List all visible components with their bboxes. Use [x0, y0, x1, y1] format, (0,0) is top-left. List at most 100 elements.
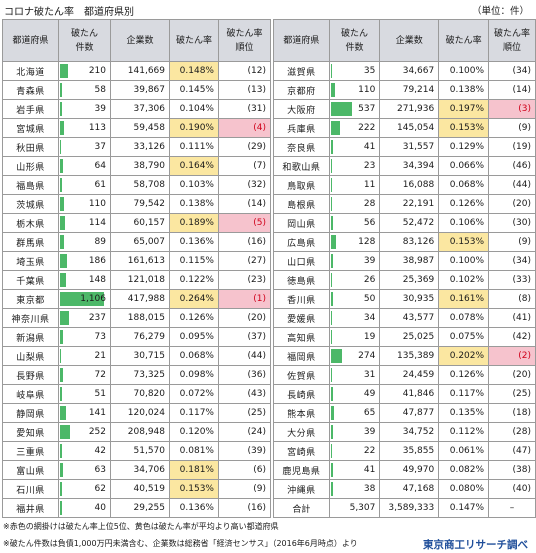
rank-cell: (34): [488, 251, 536, 271]
table-row: 佐賀県 31 24,459 0.126% (20): [273, 365, 536, 385]
count-bar: [330, 406, 334, 420]
rate-cell: 0.061%: [438, 441, 490, 461]
companies-cell: 34,706: [110, 460, 170, 480]
companies-cell: 79,214: [379, 80, 440, 100]
pref-cell: 徳島県: [273, 270, 330, 290]
header-pref: 都道府県: [2, 19, 59, 62]
count-bar: [330, 197, 332, 211]
table-row: 岐阜県 51 70,820 0.072% (43): [2, 384, 271, 404]
companies-cell: 38,790: [110, 156, 170, 176]
count-bar: [60, 482, 62, 496]
table-row: 宮城県 113 59,458 0.190% (4): [2, 118, 271, 138]
count-cell: 21: [58, 346, 111, 366]
table-row: 熊本県 65 47,877 0.135% (18): [273, 403, 536, 423]
note-source-data: ※破たん件数は負債1,000万円未満含む、企業数は総務省「経済センサス」（201…: [3, 539, 358, 548]
table-row: 北海道 210 141,669 0.148% (12): [2, 61, 271, 81]
right-table: 都道府県 破たん 件数 企業数 破たん率 破たん率 順位 滋賀県 35 34,667 0.…: [273, 19, 536, 518]
header-rank: 破たん率 順位: [488, 19, 536, 62]
count-cell: 113: [58, 118, 111, 138]
count-bar: [330, 273, 332, 287]
table-row: 福井県 40 29,255 0.136% (16): [2, 498, 271, 518]
table-row: 福島県 61 58,708 0.103% (32): [2, 175, 271, 195]
count-bar: [330, 425, 333, 439]
count-cell: 22: [328, 441, 381, 461]
total-companies: 3,589,333: [379, 498, 440, 518]
rank-cell: (8): [488, 289, 536, 309]
rank-cell: (38): [488, 460, 536, 480]
rate-cell: 0.100%: [438, 61, 490, 81]
pref-cell: 長崎県: [273, 384, 330, 404]
companies-cell: 25,025: [379, 327, 440, 347]
count-cell: 51: [58, 384, 111, 404]
rank-cell: (9): [488, 118, 536, 138]
rate-cell: 0.075%: [438, 327, 490, 347]
count-bar: [330, 292, 333, 306]
pref-cell: 高知県: [273, 327, 330, 347]
table-row: 広島県 128 83,126 0.153% (9): [273, 232, 536, 252]
count-bar: [330, 368, 332, 382]
rank-cell: (3): [488, 99, 536, 119]
rank-cell: (16): [218, 498, 271, 518]
pref-cell: 群馬県: [2, 232, 59, 252]
count-cell: 73: [58, 327, 111, 347]
count-bar: [60, 64, 68, 78]
rate-cell: 0.148%: [169, 61, 219, 81]
table-row: 愛媛県 34 43,577 0.078% (41): [273, 308, 536, 328]
rank-cell: (13): [218, 80, 271, 100]
companies-cell: 76,279: [110, 327, 170, 347]
rate-cell: 0.202%: [438, 346, 490, 366]
count-bar: [60, 197, 64, 211]
pref-cell: 滋賀県: [273, 61, 330, 81]
header-rank: 破たん率 順位: [218, 19, 271, 62]
count-cell: 58: [58, 80, 111, 100]
table-row: 和歌山県 23 34,394 0.066% (46): [273, 156, 536, 176]
count-cell: 186: [58, 251, 111, 271]
table-row: 山梨県 21 30,715 0.068% (44): [2, 346, 271, 366]
header-row: 都道府県 破たん 件数 企業数 破たん率 破たん率 順位: [2, 19, 271, 62]
count-cell: 210: [58, 61, 111, 81]
companies-cell: 16,088: [379, 175, 440, 195]
table-row: 長崎県 49 41,846 0.117% (25): [273, 384, 536, 404]
rate-cell: 0.072%: [169, 384, 219, 404]
count-bar: [330, 254, 333, 268]
count-bar: [330, 64, 332, 78]
table-row: 宮崎県 22 35,855 0.061% (47): [273, 441, 536, 461]
count-bar: [330, 482, 333, 496]
table-row: 福岡県 274 135,389 0.202% (2): [273, 346, 536, 366]
count-bar: [330, 140, 333, 154]
left-table: 都道府県 破たん 件数 企業数 破たん率 破たん率 順位 北海道 210 141,669…: [2, 19, 271, 518]
count-cell: 237: [58, 308, 111, 328]
companies-cell: 65,007: [110, 232, 170, 252]
count-cell: 40: [58, 498, 111, 518]
rank-cell: (44): [488, 175, 536, 195]
count-cell: 63: [58, 460, 111, 480]
pref-cell: 山口県: [273, 251, 330, 271]
count-cell: 42: [58, 441, 111, 461]
pref-cell: 千葉県: [2, 270, 59, 290]
companies-cell: 34,752: [379, 422, 440, 442]
companies-cell: 43,577: [379, 308, 440, 328]
rate-cell: 0.153%: [438, 118, 490, 138]
companies-cell: 30,715: [110, 346, 170, 366]
count-bar: [330, 159, 332, 173]
count-bar: [330, 102, 352, 116]
pref-cell: 大分県: [273, 422, 330, 442]
rank-cell: (34): [488, 61, 536, 81]
source-credit: 東京商工リサーチ調べ: [423, 539, 528, 551]
table-row: 沖縄県 38 47,168 0.080% (40): [273, 479, 536, 499]
count-cell: 222: [328, 118, 381, 138]
pref-cell: 島根県: [273, 194, 330, 214]
count-cell: 110: [58, 194, 111, 214]
companies-cell: 38,987: [379, 251, 440, 271]
header-rate: 破たん率: [169, 19, 219, 62]
companies-cell: 49,970: [379, 460, 440, 480]
count-bar: [60, 216, 65, 230]
total-row: 合計 5,307 3,589,333 0.147% –: [273, 498, 536, 518]
rate-cell: 0.153%: [169, 479, 219, 499]
pref-cell: 三重県: [2, 441, 59, 461]
rate-cell: 0.153%: [438, 232, 490, 252]
count-cell: 31: [328, 365, 381, 385]
rate-cell: 0.161%: [438, 289, 490, 309]
companies-cell: 24,459: [379, 365, 440, 385]
rank-cell: (20): [218, 308, 271, 328]
